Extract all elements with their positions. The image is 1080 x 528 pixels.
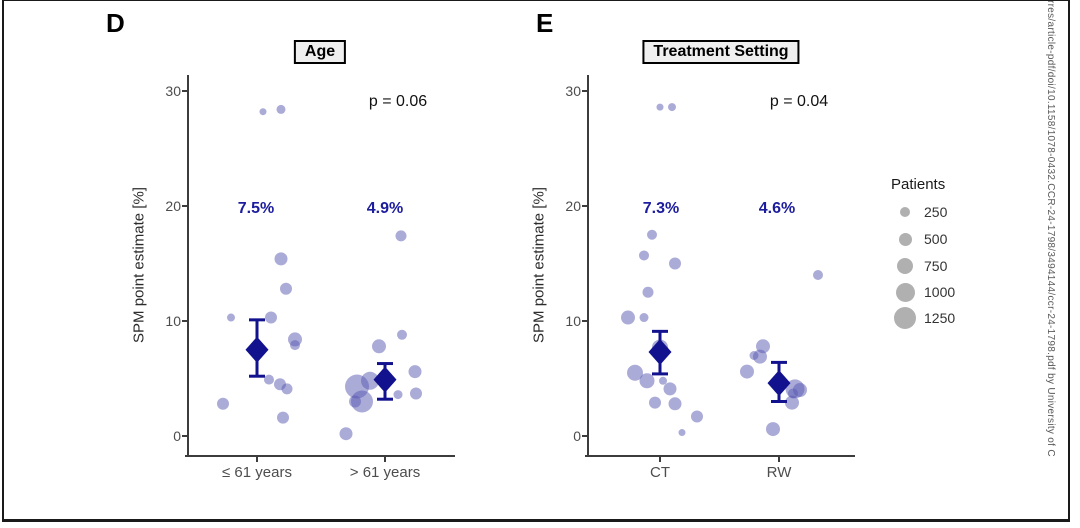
panel-d-ytick-10: 10 — [165, 313, 181, 329]
panel-e-ytick-20: 20 — [565, 198, 581, 214]
legend-label-500: 500 — [924, 231, 948, 247]
panel-d-mean-label-right: 4.9% — [366, 200, 404, 217]
legend-label-250: 250 — [924, 204, 948, 220]
panel-d-plot — [182, 75, 455, 462]
legend-label-1000: 1000 — [924, 284, 956, 300]
legend-label-750: 750 — [924, 258, 948, 274]
panel-d-ytick-0: 0 — [173, 428, 181, 444]
panel-d-p-value: p = 0.06 — [368, 93, 428, 110]
panel-d-ytick-30: 30 — [165, 83, 181, 99]
panel-e-title: Treatment Setting — [642, 40, 800, 64]
legend-label-1250: 1250 — [924, 310, 956, 326]
panel-d-mean-label-left: 7.5% — [237, 200, 275, 217]
panel-e-ytick-30: 30 — [565, 83, 581, 99]
panel-d-title: Age — [293, 40, 347, 64]
legend-item-1250: 1250 — [892, 306, 955, 330]
panel-e-p-value: p = 0.04 — [769, 93, 829, 110]
legend-circle-750-icon — [897, 258, 913, 274]
legend-circle-250-icon — [900, 207, 910, 217]
legend-circle-1000-icon — [895, 282, 915, 302]
panel-d-xtick-le61: ≤ 61 years — [222, 464, 292, 481]
legend-item-1000: 1000 — [892, 280, 955, 304]
legend-circle-1250-icon — [894, 307, 916, 329]
panel-e-letter: E — [536, 8, 554, 38]
panel-e-xtick-rw: RW — [766, 464, 792, 481]
legend-title: Patients — [891, 176, 946, 193]
panel-e-mean-label-rw: 4.6% — [758, 200, 796, 217]
panel-e-plot — [582, 75, 855, 462]
panel-e-ytick-0: 0 — [573, 428, 581, 444]
legend-circle-500-icon — [898, 232, 912, 246]
panel-e-ytick-10: 10 — [565, 313, 581, 329]
legend-item-500: 500 — [892, 227, 947, 251]
panel-e-xtick-ct: CT — [650, 464, 670, 481]
legend-item-750: 750 — [892, 254, 947, 278]
panel-d-ytick-20: 20 — [165, 198, 181, 214]
panel-d-letter: D — [106, 8, 125, 38]
legend-item-250: 250 — [892, 200, 947, 224]
panel-e-mean-label-ct: 7.3% — [642, 200, 680, 217]
panel-d-xtick-gt61: > 61 years — [349, 464, 421, 481]
pdf-watermark-text: rres/article-pdf/doi/10.1158/1078-0432.C… — [1045, 0, 1056, 457]
